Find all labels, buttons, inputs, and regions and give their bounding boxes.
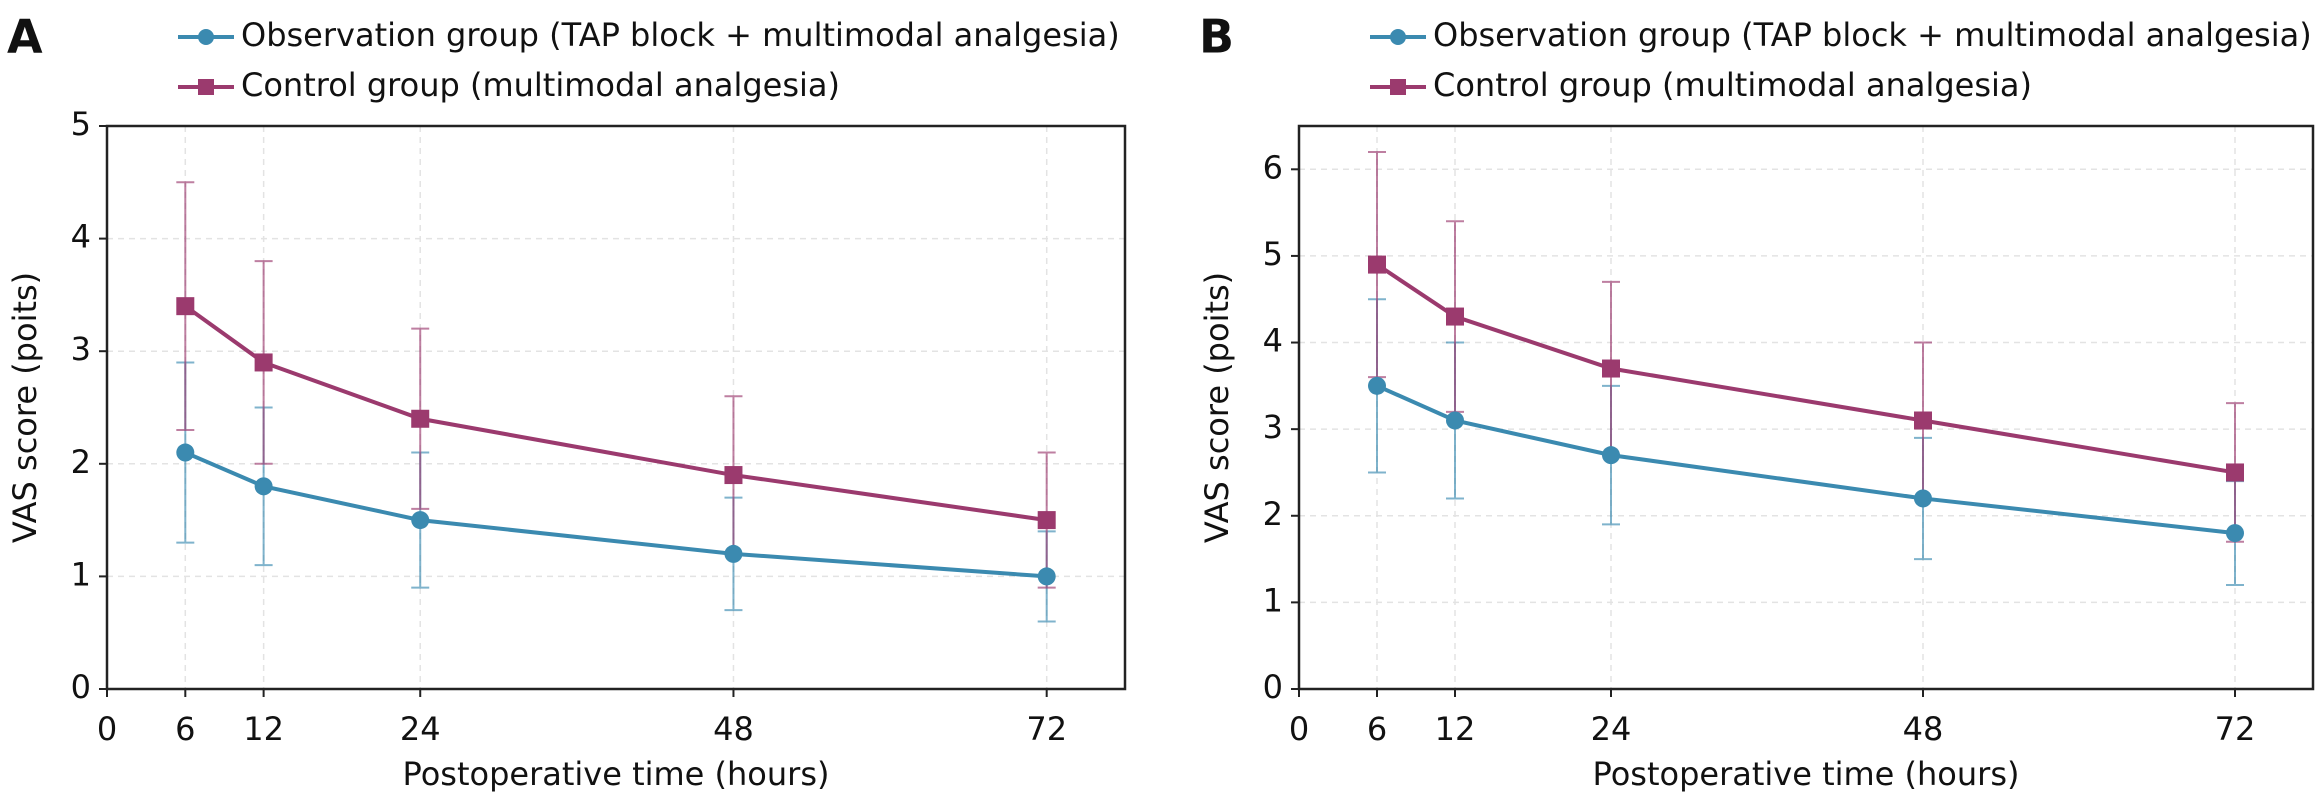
point bbox=[254, 477, 273, 496]
point bbox=[254, 353, 273, 372]
legend-marker bbox=[198, 79, 214, 95]
point bbox=[724, 544, 743, 563]
legend-marker bbox=[1390, 79, 1406, 95]
series-line bbox=[1375, 262, 2236, 475]
x-tick-label: 72 bbox=[1026, 710, 1067, 748]
y-tick-label: 5 bbox=[71, 105, 91, 143]
x-tick-label: 24 bbox=[1591, 710, 1632, 748]
point bbox=[1037, 511, 1056, 530]
point bbox=[724, 466, 743, 485]
point bbox=[1446, 411, 1464, 430]
legend-marker bbox=[198, 29, 214, 45]
y-tick-label: 2 bbox=[1263, 495, 1283, 533]
legend-label: Control group (multimodal analgesia) bbox=[241, 66, 840, 104]
point bbox=[1602, 446, 1620, 465]
y-tick-label: 3 bbox=[71, 330, 91, 368]
x-tick-label: 0 bbox=[97, 710, 117, 748]
y-tick-label: 1 bbox=[71, 555, 91, 593]
x-tick-label: 48 bbox=[713, 710, 754, 748]
y-tick-label: 1 bbox=[1263, 581, 1283, 619]
series-line bbox=[184, 450, 1047, 579]
y-tick-label: 6 bbox=[1263, 148, 1283, 186]
point bbox=[411, 511, 430, 530]
x-tick-label: 0 bbox=[1289, 710, 1309, 748]
legend-label: Observation group (TAP block + multimoda… bbox=[241, 16, 1120, 54]
x-tick-label: 72 bbox=[2215, 710, 2256, 748]
plot-frame bbox=[105, 124, 1127, 691]
x-tick-label: 6 bbox=[1367, 710, 1387, 748]
y-tick-label: 3 bbox=[1263, 408, 1283, 446]
point bbox=[1368, 376, 1386, 395]
y-axis-label: VAS score (poits) bbox=[6, 272, 44, 543]
y-axis-label: VAS score (poits) bbox=[1198, 272, 1236, 543]
point bbox=[176, 297, 195, 316]
point bbox=[1368, 255, 1386, 274]
x-axis-label: Postoperative time (hours) bbox=[403, 755, 830, 793]
y-tick-label: 2 bbox=[71, 443, 91, 481]
panel-label: A bbox=[7, 10, 43, 64]
series-line bbox=[184, 304, 1047, 523]
point bbox=[411, 409, 430, 428]
panel-label: B bbox=[1199, 10, 1234, 64]
legend-marker bbox=[1390, 29, 1406, 45]
y-tick-label: 0 bbox=[71, 668, 91, 706]
legend-label: Control group (multimodal analgesia) bbox=[1433, 66, 2032, 104]
point bbox=[1914, 411, 1932, 430]
x-axis-label: Postoperative time (hours) bbox=[1593, 755, 2020, 793]
point bbox=[1037, 567, 1056, 586]
y-tick-label: 4 bbox=[71, 218, 91, 256]
x-tick-label: 6 bbox=[175, 710, 195, 748]
point bbox=[1446, 307, 1464, 326]
x-tick-label: 24 bbox=[400, 710, 441, 748]
point bbox=[1914, 489, 1932, 508]
point bbox=[2226, 524, 2244, 543]
x-tick-label: 12 bbox=[243, 710, 284, 748]
x-tick-label: 48 bbox=[1903, 710, 1944, 748]
point bbox=[2226, 463, 2244, 482]
x-tick-label: 12 bbox=[1435, 710, 1476, 748]
series-line bbox=[1376, 384, 2236, 536]
plot-frame bbox=[1297, 124, 2315, 691]
y-tick-label: 0 bbox=[1263, 668, 1283, 706]
y-tick-label: 5 bbox=[1263, 235, 1283, 273]
point bbox=[1602, 359, 1620, 378]
point bbox=[176, 443, 195, 462]
legend-label: Observation group (TAP block + multimoda… bbox=[1433, 16, 2312, 54]
y-tick-label: 4 bbox=[1263, 322, 1283, 360]
